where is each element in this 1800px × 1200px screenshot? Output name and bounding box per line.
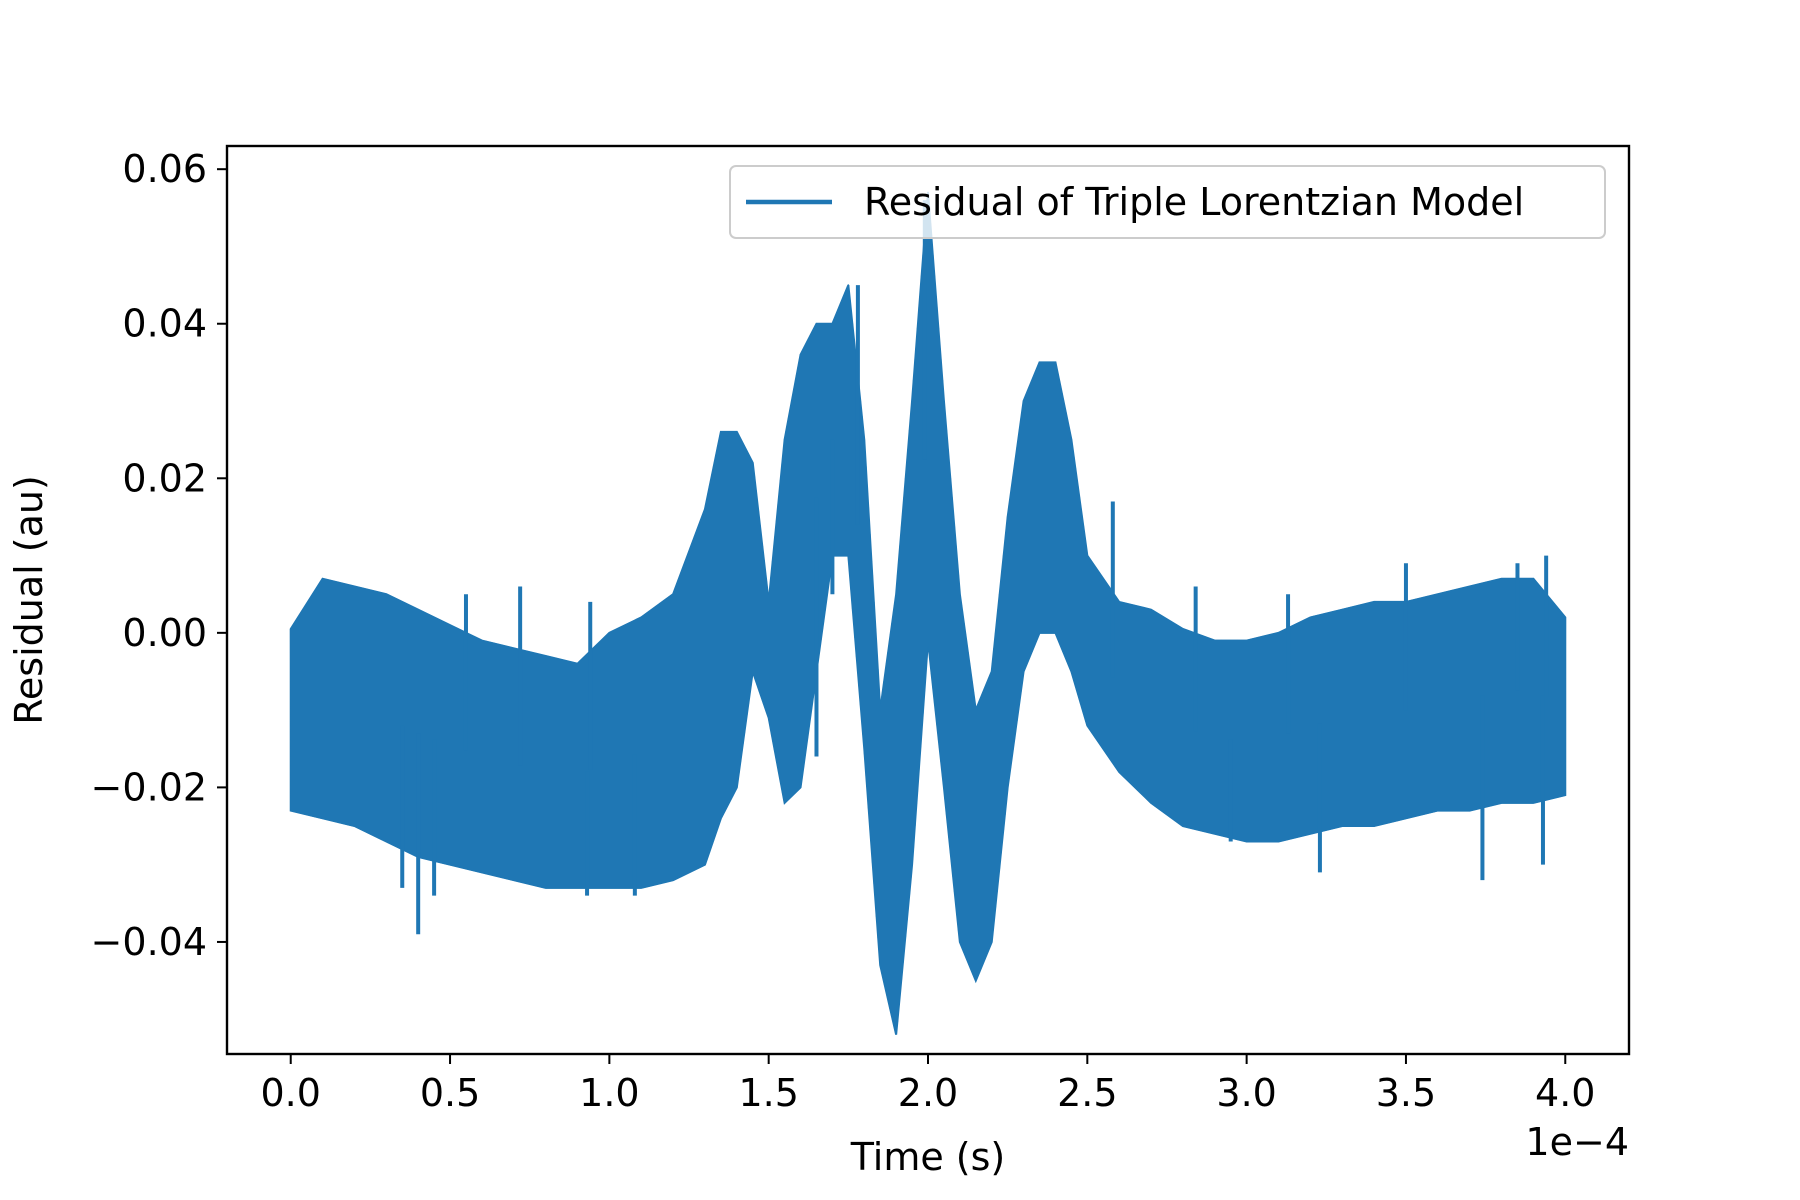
x-tick-label-1: 0.5 <box>420 1071 480 1115</box>
x-tick-label-6: 3.0 <box>1216 1071 1276 1115</box>
x-axis-label: Time (s) <box>850 1135 1006 1179</box>
spike-layer <box>400 200 1549 935</box>
x-tick-label-5: 2.5 <box>1057 1071 1117 1115</box>
x-tick-label-8: 4.0 <box>1535 1071 1595 1115</box>
x-tick-label-7: 3.5 <box>1376 1071 1436 1115</box>
x-tick-label-0: 0.0 <box>261 1071 321 1115</box>
x-tick-label-4: 2.0 <box>898 1071 958 1115</box>
x-axis-offset-label: 1e−4 <box>1525 1120 1629 1164</box>
x-axis: 0.0 0.5 1.0 1.5 2.0 2.5 3.0 3.5 4.0 <box>261 1054 1595 1115</box>
y-axis: −0.04 −0.02 0.00 0.02 0.04 0.06 <box>91 147 227 964</box>
y-tick-label-1: −0.02 <box>91 765 207 809</box>
y-tick-label-4: 0.04 <box>122 302 207 346</box>
x-tick-label-3: 1.5 <box>738 1071 798 1115</box>
y-tick-label-5: 0.06 <box>122 147 207 191</box>
x-tick-label-2: 1.0 <box>579 1071 639 1115</box>
legend-label-residual: Residual of Triple Lorentzian Model <box>864 180 1524 224</box>
y-axis-label: Residual (au) <box>7 475 51 725</box>
legend-box <box>729 165 1606 239</box>
y-tick-label-2: 0.00 <box>122 611 207 655</box>
y-tick-label-0: −0.04 <box>91 920 207 964</box>
y-tick-label-3: 0.02 <box>122 456 207 500</box>
legend: Residual of Triple Lorentzian Model <box>729 165 1606 239</box>
